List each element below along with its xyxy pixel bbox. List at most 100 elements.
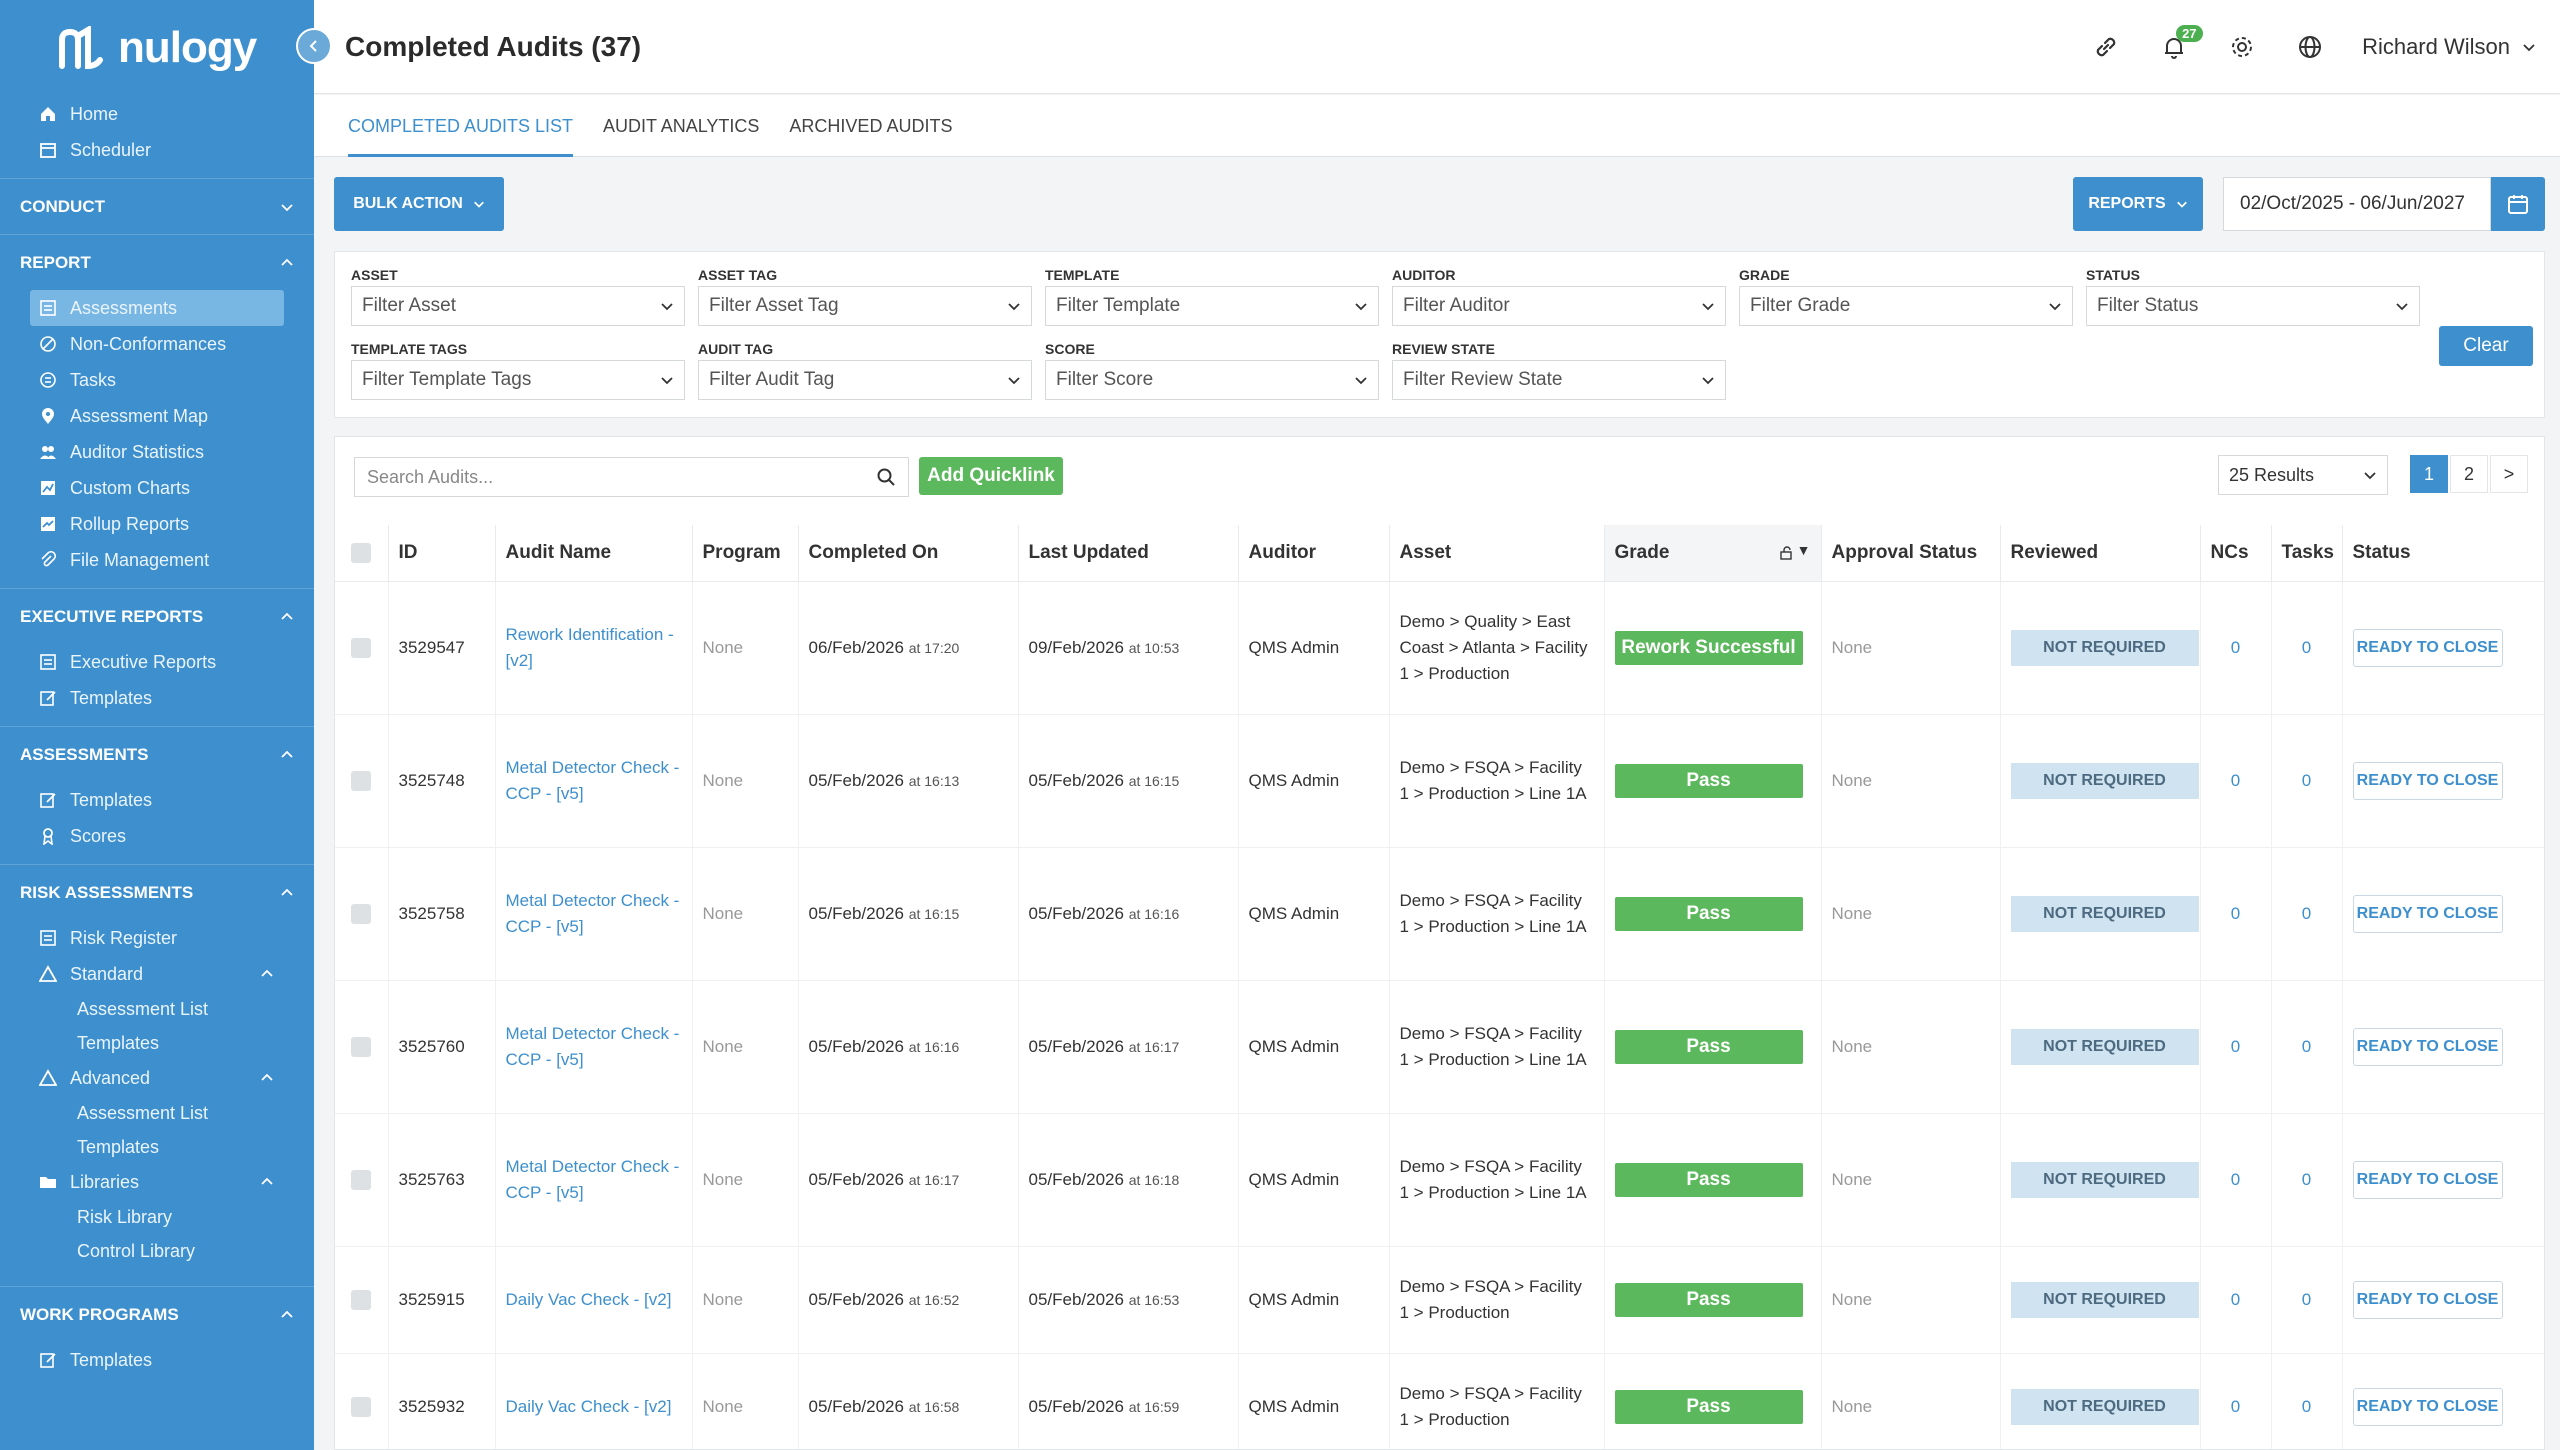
- section-work-programs[interactable]: WORK PROGRAMS: [0, 1286, 314, 1342]
- sidebar-item-control-library[interactable]: Control Library: [77, 1240, 196, 1261]
- ready-to-close-button[interactable]: READY TO CLOSE: [2352, 1280, 2503, 1319]
- ready-to-close-button[interactable]: READY TO CLOSE: [2352, 628, 2503, 667]
- ready-to-close-button[interactable]: READY TO CLOSE: [2352, 1160, 2503, 1199]
- column-header-status[interactable]: Status: [2342, 525, 2544, 582]
- row-checkbox[interactable]: [351, 1036, 372, 1057]
- sidebar-item-advanced-templates[interactable]: Templates: [77, 1136, 160, 1157]
- reports-button[interactable]: REPORTS: [2073, 177, 2203, 231]
- sidebar-item-executive-reports[interactable]: Executive Reports: [0, 644, 314, 680]
- status-select[interactable]: Filter Status: [2086, 286, 2420, 326]
- ready-to-close-button[interactable]: READY TO CLOSE: [2352, 1387, 2503, 1426]
- section-assessments[interactable]: ASSESSMENTS: [0, 726, 314, 782]
- results-per-page-select[interactable]: 25 Results: [2218, 455, 2388, 495]
- section-risk-assessments[interactable]: RISK ASSESSMENTS: [0, 864, 314, 920]
- sidebar-item-non-conformances[interactable]: Non-Conformances: [0, 326, 314, 362]
- column-header-grade[interactable]: Grade ▼: [1604, 525, 1822, 582]
- page-2-button[interactable]: 2: [2450, 455, 2488, 493]
- sidebar-item-assessment-map[interactable]: Assessment Map: [0, 398, 314, 434]
- column-header-ncs[interactable]: NCs: [2200, 525, 2272, 582]
- user-menu[interactable]: Richard Wilson: [2362, 34, 2536, 60]
- sidebar-item-assessments[interactable]: Assessments: [30, 290, 284, 326]
- ready-to-close-button[interactable]: READY TO CLOSE: [2352, 1027, 2503, 1066]
- ncs-count[interactable]: 0: [2200, 1353, 2272, 1449]
- column-header-id[interactable]: ID: [388, 525, 496, 582]
- row-checkbox[interactable]: [351, 1289, 372, 1310]
- sidebar-item-work-program-templates[interactable]: Templates: [0, 1342, 314, 1378]
- score-select[interactable]: Filter Score: [1045, 360, 1379, 400]
- column-header-asset[interactable]: Asset: [1389, 525, 1605, 582]
- ncs-count[interactable]: 0: [2200, 581, 2272, 715]
- row-checkbox[interactable]: [351, 770, 372, 791]
- template-tags-select[interactable]: Filter Template Tags: [351, 360, 685, 400]
- row-checkbox[interactable]: [351, 903, 372, 924]
- table-row[interactable]: 3525932 Daily Vac Check - [v2] None 05/F…: [335, 1353, 2544, 1449]
- next-page-button[interactable]: >: [2490, 455, 2528, 493]
- column-header-program[interactable]: Program: [692, 525, 799, 582]
- logo[interactable]: nulogy: [0, 0, 314, 96]
- column-header-completed-on[interactable]: Completed On: [798, 525, 1019, 582]
- audit-name-link[interactable]: Metal Detector Check - CCP - [v5]: [505, 890, 680, 936]
- link-icon[interactable]: [2090, 31, 2122, 63]
- tasks-count[interactable]: 0: [2271, 1246, 2343, 1354]
- column-header-tasks[interactable]: Tasks: [2271, 525, 2343, 582]
- ncs-count[interactable]: 0: [2200, 1113, 2272, 1247]
- bell-icon[interactable]: 27: [2158, 24, 2203, 63]
- sidebar-item-auditor-statistics[interactable]: Auditor Statistics: [0, 434, 314, 470]
- audit-name-link[interactable]: Metal Detector Check - CCP - [v5]: [505, 1156, 680, 1202]
- sidebar-item-home[interactable]: Home: [0, 96, 314, 132]
- audit-name-link[interactable]: Metal Detector Check - CCP - [v5]: [505, 1023, 680, 1069]
- column-header-approval-status[interactable]: Approval Status: [1821, 525, 2001, 582]
- tasks-count[interactable]: 0: [2271, 581, 2343, 715]
- sidebar-item-assessment-templates[interactable]: Templates: [0, 782, 314, 818]
- table-row[interactable]: 3529547 Rework Identification - [v2] Non…: [335, 581, 2544, 715]
- column-header-audit-name[interactable]: Audit Name: [495, 525, 693, 582]
- unlock-icon[interactable]: [1779, 546, 1793, 560]
- sidebar-item-standard[interactable]: Standard: [0, 956, 314, 992]
- audit-name-link[interactable]: Daily Vac Check - [v2]: [505, 1289, 672, 1309]
- sidebar-item-libraries[interactable]: Libraries: [0, 1164, 314, 1200]
- page-1-button[interactable]: 1: [2410, 455, 2448, 493]
- audit-tag-select[interactable]: Filter Audit Tag: [698, 360, 1032, 400]
- sidebar-item-risk-library[interactable]: Risk Library: [77, 1206, 173, 1227]
- column-header-reviewed[interactable]: Reviewed: [2000, 525, 2201, 582]
- sidebar-item-standard-templates[interactable]: Templates: [77, 1032, 160, 1053]
- select-all-checkbox[interactable]: [351, 542, 372, 563]
- tasks-count[interactable]: 0: [2271, 847, 2343, 981]
- sidebar-item-tasks[interactable]: Tasks: [0, 362, 314, 398]
- tab-audit-analytics[interactable]: AUDIT ANALYTICS: [603, 115, 760, 136]
- section-executive-reports[interactable]: EXECUTIVE REPORTS: [0, 588, 314, 644]
- row-checkbox[interactable]: [351, 1396, 372, 1417]
- row-checkbox[interactable]: [351, 637, 372, 658]
- sidebar-item-executive-templates[interactable]: Templates: [0, 680, 314, 716]
- tab-archived-audits[interactable]: ARCHIVED AUDITS: [789, 115, 953, 136]
- auditor-select[interactable]: Filter Auditor: [1392, 286, 1726, 326]
- column-header-auditor[interactable]: Auditor: [1238, 525, 1390, 582]
- audit-name-link[interactable]: Daily Vac Check - [v2]: [505, 1396, 672, 1416]
- tasks-count[interactable]: 0: [2271, 714, 2343, 848]
- asset-select[interactable]: Filter Asset: [351, 286, 685, 326]
- template-select[interactable]: Filter Template: [1045, 286, 1379, 326]
- gear-icon[interactable]: [2226, 31, 2258, 63]
- sort-desc-icon[interactable]: ▼: [1796, 541, 1811, 558]
- grade-select[interactable]: Filter Grade: [1739, 286, 2073, 326]
- ready-to-close-button[interactable]: READY TO CLOSE: [2352, 761, 2503, 800]
- date-picker-button[interactable]: [2491, 177, 2545, 231]
- review-state-select[interactable]: Filter Review State: [1392, 360, 1726, 400]
- ncs-count[interactable]: 0: [2200, 847, 2272, 981]
- search-input[interactable]: Search Audits...: [354, 457, 909, 497]
- sidebar-item-risk-register[interactable]: Risk Register: [0, 920, 314, 956]
- table-row[interactable]: 3525758 Metal Detector Check - CCP - [v5…: [335, 847, 2544, 981]
- sidebar-item-standard-assessment-list[interactable]: Assessment List: [77, 998, 209, 1019]
- table-row[interactable]: 3525915 Daily Vac Check - [v2] None 05/F…: [335, 1246, 2544, 1354]
- tasks-count[interactable]: 0: [2271, 980, 2343, 1114]
- section-conduct[interactable]: CONDUCT: [0, 178, 314, 234]
- ncs-count[interactable]: 0: [2200, 980, 2272, 1114]
- table-row[interactable]: 3525760 Metal Detector Check - CCP - [v5…: [335, 980, 2544, 1114]
- tasks-count[interactable]: 0: [2271, 1113, 2343, 1247]
- sidebar-item-scheduler[interactable]: Scheduler: [0, 132, 314, 168]
- sidebar-item-file-management[interactable]: File Management: [0, 542, 314, 578]
- sidebar-item-advanced[interactable]: Advanced: [0, 1060, 314, 1096]
- date-range-input[interactable]: 02/Oct/2025 - 06/Jun/2027: [2223, 177, 2491, 231]
- audit-name-link[interactable]: Metal Detector Check - CCP - [v5]: [505, 757, 680, 803]
- search-icon[interactable]: [876, 467, 896, 487]
